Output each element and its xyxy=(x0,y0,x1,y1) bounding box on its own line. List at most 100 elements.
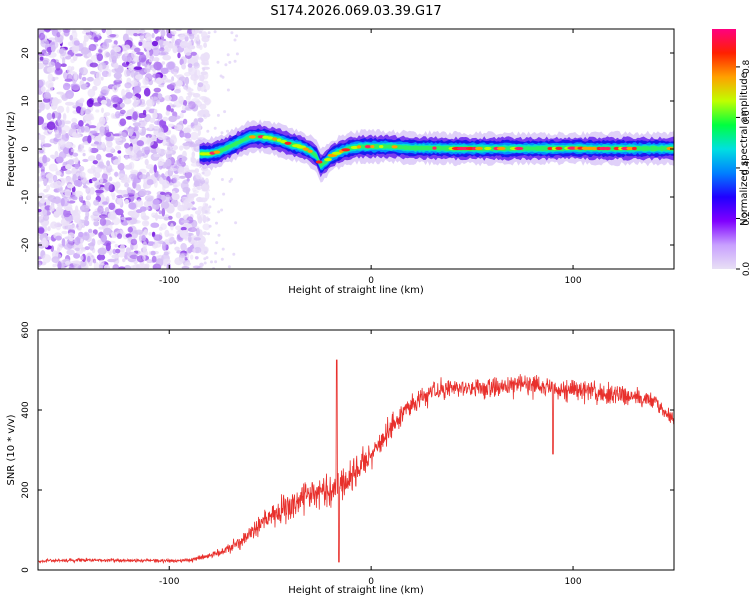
y-tick-label: -10 xyxy=(21,189,31,204)
noise-blob xyxy=(126,147,132,155)
noise-blob xyxy=(201,171,205,175)
noise-blob xyxy=(183,85,189,90)
noise-blob xyxy=(38,116,44,126)
noise-blob xyxy=(77,99,85,103)
noise-blob xyxy=(64,189,72,198)
colorbar-gradient xyxy=(712,29,736,269)
ridge-peak xyxy=(379,145,384,149)
noise-blob xyxy=(181,63,187,70)
noise-blob xyxy=(193,180,200,188)
noise-blob xyxy=(114,208,124,216)
noise-blob xyxy=(110,231,115,238)
noise-blob xyxy=(224,63,228,67)
noise-blob xyxy=(234,221,238,225)
noise-blob xyxy=(72,196,78,201)
noise-blob xyxy=(44,223,47,232)
noise-blob xyxy=(43,178,48,187)
spectrogram-xlabel: Height of straight line (km) xyxy=(288,285,424,296)
noise-blob xyxy=(153,164,157,173)
noise-blob xyxy=(181,266,190,269)
noise-blob xyxy=(100,234,107,243)
noise-blob xyxy=(75,53,83,57)
noise-blob xyxy=(98,134,102,140)
noise-blob xyxy=(99,116,106,126)
noise-blob xyxy=(142,109,147,116)
noise-blob xyxy=(144,195,154,202)
noise-blob xyxy=(52,174,58,183)
noise-blob xyxy=(56,32,61,38)
noise-blob xyxy=(126,116,133,120)
noise-blob xyxy=(90,116,95,121)
noise-blob xyxy=(89,241,95,251)
x-tick-label: 100 xyxy=(564,276,581,286)
noise-blob xyxy=(92,169,97,177)
noise-blob xyxy=(207,218,211,221)
noise-blob xyxy=(52,97,59,106)
noise-blob xyxy=(182,150,187,159)
noise-blob xyxy=(118,266,126,269)
colorbar-label: Normalized spectral amplitude xyxy=(739,72,750,226)
ridge-peak xyxy=(331,151,342,155)
noise-blob xyxy=(205,256,209,260)
noise-blob xyxy=(214,260,218,264)
noise-blob xyxy=(130,265,135,269)
noise-blob xyxy=(50,245,54,253)
noise-blob xyxy=(82,83,88,87)
noise-blob xyxy=(213,30,217,34)
noise-blob xyxy=(82,152,86,157)
noise-blob xyxy=(38,192,45,199)
noise-blob xyxy=(216,60,220,64)
spectral-ridge xyxy=(199,119,674,183)
noise-blob xyxy=(184,237,189,241)
noise-blob xyxy=(159,191,166,195)
noise-blob xyxy=(67,159,75,166)
ridge-peak xyxy=(514,146,524,151)
snr-series-line xyxy=(38,359,674,565)
noise-blob xyxy=(187,91,193,98)
noise-blob xyxy=(112,264,120,269)
noise-blob xyxy=(185,104,190,111)
ridge-peak xyxy=(432,146,437,150)
noise-blob xyxy=(40,240,47,246)
noise-blob xyxy=(60,63,67,67)
noise-blob xyxy=(202,114,206,118)
noise-blob xyxy=(74,162,80,170)
y-tick-label: 200 xyxy=(21,481,31,498)
noise-blob xyxy=(130,169,139,174)
noise-blob xyxy=(121,53,131,62)
noise-blob xyxy=(140,85,150,89)
spectrogram-y-ticks: 20 10 0 -10 -20 xyxy=(21,47,674,252)
noise-blob xyxy=(201,96,209,103)
noise-blob xyxy=(44,52,50,57)
noise-blob xyxy=(228,60,232,64)
noise-blob xyxy=(196,185,200,190)
y-tick-label: 600 xyxy=(21,321,31,338)
noise-blob xyxy=(46,89,50,93)
noise-blob xyxy=(116,233,123,239)
noise-blob xyxy=(124,142,130,149)
noise-blob xyxy=(134,125,139,132)
noise-blob xyxy=(179,145,184,151)
ridge-peak xyxy=(472,146,477,151)
noise-blob xyxy=(202,186,206,191)
noise-blob xyxy=(136,209,143,214)
noise-blob xyxy=(100,99,108,105)
colorbar-tick-label: 0.6 xyxy=(742,110,750,125)
noise-blob xyxy=(193,237,201,241)
noise-blob xyxy=(180,243,187,251)
noise-blob xyxy=(93,141,100,145)
noise-blob xyxy=(182,167,190,173)
noise-blob xyxy=(124,51,129,57)
noise-blob xyxy=(128,173,138,180)
noise-blob xyxy=(233,38,237,42)
noise-blob xyxy=(97,247,107,256)
noise-blob xyxy=(38,208,42,213)
ridge-peak xyxy=(276,138,282,142)
noise-blob xyxy=(72,152,79,157)
noise-blob xyxy=(162,185,166,191)
noise-blob xyxy=(167,123,175,128)
noise-blob xyxy=(179,58,184,66)
noise-blob xyxy=(57,243,63,251)
noise-blob xyxy=(70,224,77,231)
noise-blob xyxy=(170,223,174,231)
